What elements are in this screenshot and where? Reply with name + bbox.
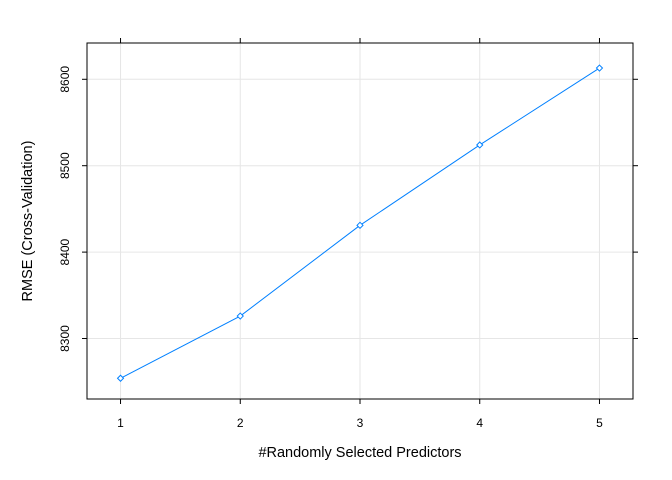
x-tick-label: 2 <box>237 416 244 430</box>
data-point <box>476 141 484 149</box>
data-point <box>116 374 125 382</box>
data-point <box>236 312 244 320</box>
y-tick-label: 8400 <box>58 238 72 265</box>
y-tick-label: 8600 <box>58 66 72 93</box>
series-layer <box>116 64 604 382</box>
x-tick-label: 4 <box>476 416 483 430</box>
grid <box>87 43 633 399</box>
x-axis-title: #Randomly Selected Predictors <box>258 445 461 461</box>
data-point <box>595 64 604 72</box>
y-tick-labels: 8300 8400 8500 8600 <box>58 66 72 352</box>
x-tick-label: 1 <box>117 416 124 430</box>
x-tick-label: 3 <box>357 416 364 430</box>
data-point <box>356 221 364 230</box>
x-tick-label: 5 <box>596 416 603 430</box>
y-axis-title: RMSE (Cross-Validation) <box>20 141 36 302</box>
y-tick-label: 8300 <box>58 325 72 352</box>
x-tick-labels: 1 2 3 4 5 <box>117 416 603 430</box>
y-tick-label: 8500 <box>58 152 72 179</box>
axis-ticks <box>82 38 638 404</box>
